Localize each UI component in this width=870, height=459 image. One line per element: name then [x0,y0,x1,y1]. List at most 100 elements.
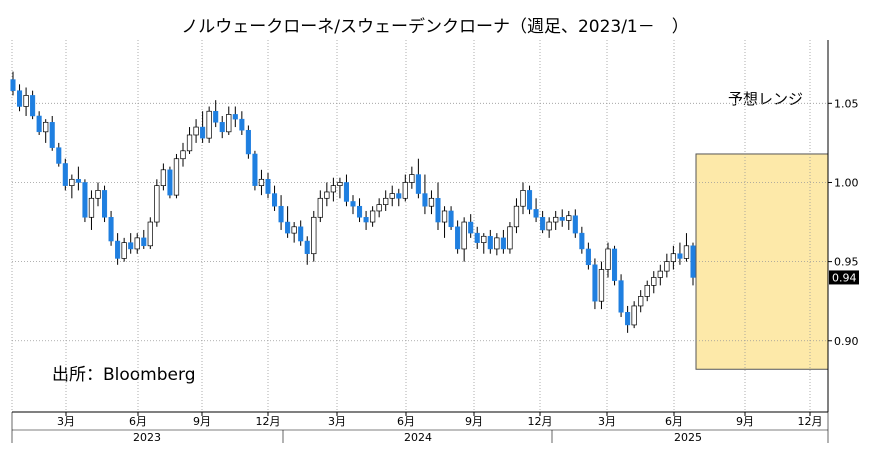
candle-body-up [88,197,95,218]
candle [369,206,376,227]
candle [160,163,167,191]
candle [75,166,81,191]
candle [17,84,23,112]
candle-body-down [455,226,461,250]
candle-body-up [481,235,487,243]
candle-body-down [435,198,441,223]
candle [487,229,493,254]
candle [422,174,428,215]
candle-body-down [219,122,225,133]
candle [481,233,487,254]
candle [56,142,62,167]
candle-body-down [572,215,578,234]
candle-body-up [566,215,572,221]
candle-body-up [598,269,605,302]
candle-body-up [651,277,657,286]
candle-body-down [422,193,428,207]
candle-body-down [350,201,356,207]
candle-body-up [409,174,415,183]
candle [239,111,245,135]
candle-body-down [540,217,546,231]
candle-body-down [278,205,284,223]
candle-body-down [115,240,121,259]
candle-body-down [30,95,36,117]
candle [507,222,513,254]
candle-body-up [154,185,160,223]
candle [389,185,395,207]
candle [272,185,278,211]
candle [115,233,121,265]
x-tick-label: 6月 [129,415,147,428]
y-tick-label: 1.05 [834,97,859,110]
candle-body-down [468,221,474,234]
candle-body-down [285,221,291,234]
candle-body-down [75,179,81,183]
candle-body-up [683,245,690,259]
candle [30,90,36,120]
candle-body-down [232,114,238,120]
candle-body-up [317,197,323,218]
candle [232,106,238,128]
candle-body-down [62,163,68,186]
candle-body-up [553,216,559,223]
candle-body-down [239,118,245,131]
candle [546,217,552,238]
candle [226,106,232,135]
candle-body-up [461,221,467,250]
candle-body-down [363,217,369,223]
candle-body-down [213,110,219,123]
candle-body-down [272,193,278,207]
candle-body-up [337,182,343,186]
candle [128,233,134,254]
candle-body-up [546,221,552,231]
candle [291,222,297,243]
candle [585,242,591,270]
candle-body-down [690,245,696,278]
candle [540,210,546,234]
candle [677,242,683,265]
candle-body-down [141,237,147,247]
candle [95,182,101,207]
x-tick-label: 9月 [193,415,211,428]
candle [62,158,68,191]
candle-body-up [657,270,663,278]
candle-body-down [304,240,310,254]
y-tick-label: 1.00 [834,176,859,189]
candle-body-down [252,153,258,186]
candle [520,182,526,215]
candle [383,190,389,211]
candle-body-down [357,205,363,218]
candle [311,210,317,262]
candle-body-up [513,205,520,228]
candle-body-down [579,232,585,250]
candle [357,198,363,223]
candle [343,174,349,207]
x-tick-label: 9月 [736,415,754,428]
candle [121,237,127,262]
candle-body-down [527,190,533,210]
candle-body-down [448,210,454,228]
candle-body-down [487,236,493,250]
candle-body-up [95,190,101,199]
candle-body-down [415,174,421,194]
candle-body-down [102,190,108,218]
candle-body-down [265,179,271,194]
candle-body-down [559,217,565,221]
candle-body-up [638,296,644,307]
x-tick-label: 6月 [665,415,683,428]
candle-body-down [245,129,251,155]
candle-body-up [664,261,670,272]
x-tick-label: 3月 [328,415,346,428]
candle [651,271,657,294]
candle-body-up [389,193,395,199]
candle-body-up [121,242,127,259]
candle-body-up [134,237,140,250]
candle [461,217,467,262]
candle-body-down [592,264,598,302]
candle-body-up [180,150,186,160]
candle-body-up [147,221,153,247]
candle-body-down [474,232,480,243]
candle-body-up [226,114,232,133]
candle-body-down [167,169,173,196]
